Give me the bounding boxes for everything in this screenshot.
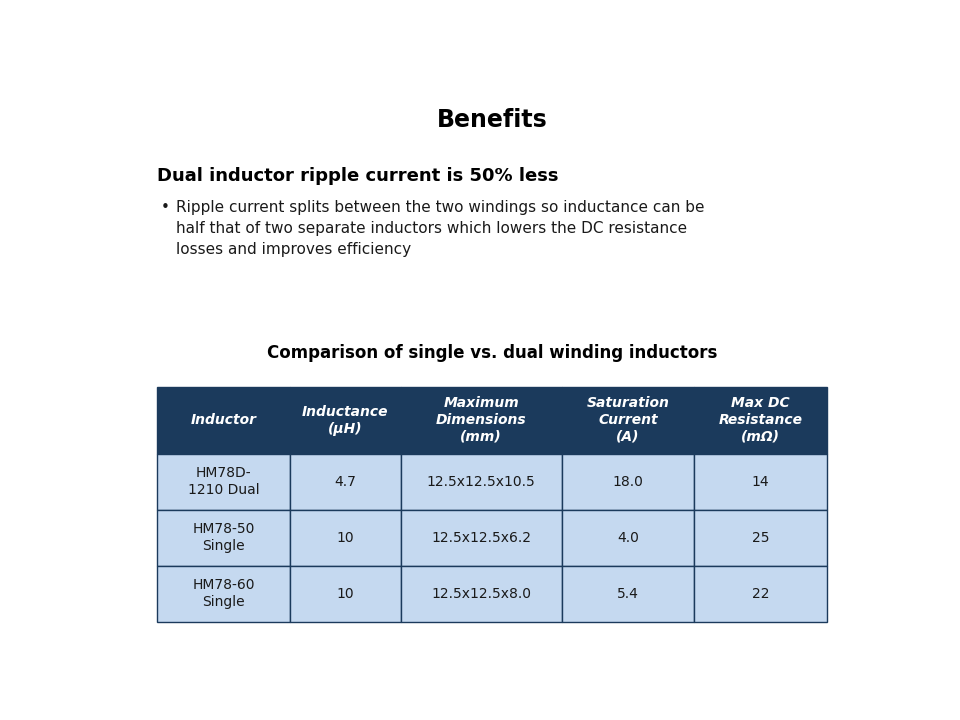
Text: HM78-50
Single: HM78-50 Single (192, 522, 254, 553)
Bar (562, 566, 694, 621)
Text: 18.0: 18.0 (612, 474, 643, 489)
Text: Benefits: Benefits (437, 108, 547, 132)
Text: Inductance
(μH): Inductance (μH) (302, 405, 389, 436)
Bar (157, 566, 290, 621)
Text: Inductor: Inductor (190, 413, 256, 427)
Bar (157, 454, 290, 510)
Bar (562, 454, 694, 510)
Text: HM78-60
Single: HM78-60 Single (192, 578, 254, 609)
Bar (157, 387, 290, 454)
Text: 12.5x12.5x8.0: 12.5x12.5x8.0 (431, 587, 531, 600)
Text: 22: 22 (752, 587, 769, 600)
Bar (290, 566, 400, 621)
Text: HM78D-
1210 Dual: HM78D- 1210 Dual (187, 467, 259, 497)
Bar (694, 510, 827, 566)
Bar (400, 566, 562, 621)
Text: Comparison of single vs. dual winding inductors: Comparison of single vs. dual winding in… (267, 344, 717, 362)
Text: Saturation
Current
(A): Saturation Current (A) (587, 397, 669, 444)
Bar (400, 510, 562, 566)
Text: 4.0: 4.0 (617, 531, 639, 544)
Bar (400, 387, 562, 454)
Text: Dual inductor ripple current is 50% less: Dual inductor ripple current is 50% less (157, 167, 559, 185)
Text: 12.5x12.5x6.2: 12.5x12.5x6.2 (431, 531, 531, 544)
Text: 12.5x12.5x10.5: 12.5x12.5x10.5 (427, 474, 536, 489)
Bar (290, 510, 400, 566)
Bar (694, 454, 827, 510)
Bar (562, 387, 694, 454)
Text: 25: 25 (752, 531, 769, 544)
Bar (290, 454, 400, 510)
Bar (157, 510, 290, 566)
Text: 4.7: 4.7 (334, 474, 356, 489)
Text: Ripple current splits between the two windings so inductance can be
half that of: Ripple current splits between the two wi… (176, 200, 705, 257)
Bar (290, 387, 400, 454)
Text: 5.4: 5.4 (617, 587, 639, 600)
Bar (400, 454, 562, 510)
Text: Maximum
Dimensions
(mm): Maximum Dimensions (mm) (436, 397, 527, 444)
Text: 14: 14 (752, 474, 769, 489)
Text: 10: 10 (336, 531, 354, 544)
Bar (694, 566, 827, 621)
Text: 10: 10 (336, 587, 354, 600)
Text: •: • (160, 200, 169, 215)
Bar (694, 387, 827, 454)
Text: Max DC
Resistance
(mΩ): Max DC Resistance (mΩ) (718, 397, 803, 444)
Bar (562, 510, 694, 566)
